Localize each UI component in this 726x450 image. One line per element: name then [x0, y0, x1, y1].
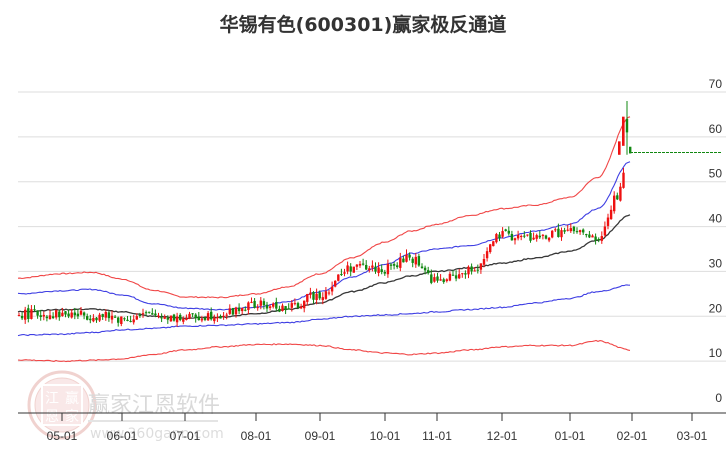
x-tick-label: 09-01 — [305, 429, 336, 443]
y-tick-label: 20 — [709, 301, 723, 315]
upper_inner_band-line — [17, 161, 631, 311]
y-tick-label: 10 — [709, 346, 723, 360]
x-tick-label: 05-01 — [47, 429, 78, 443]
x-tick-label: 03-01 — [677, 429, 708, 443]
upper_outer_band-line — [17, 116, 631, 299]
watermark: 江 赢 恩 家 赢家江恩软件 www.360gann.com — [27, 370, 224, 442]
y-tick-label: 50 — [709, 167, 723, 181]
svg-text:恩: 恩 — [45, 409, 59, 425]
x-axis-ticks: 05-01 06-01 07-01 08-01 09-01 10-01 11-01 12-01… — [47, 413, 708, 443]
y-tick-label: 0 — [715, 391, 722, 405]
channel-lines — [17, 116, 631, 363]
y-axis-labels: 0 10 20 30 40 50 60 70 — [709, 77, 723, 405]
svg-text:赢: 赢 — [65, 390, 79, 407]
y-tick-label: 70 — [709, 77, 723, 91]
chart-title: 华锡有色(600301)赢家极反通道 — [219, 14, 507, 36]
candlesticks — [17, 100, 632, 327]
watermark-brand: 赢家江恩软件 — [88, 393, 220, 418]
middle_line-line — [17, 214, 631, 320]
x-tick-label: 01-01 — [555, 429, 586, 443]
x-tick-label: 06-01 — [107, 429, 138, 443]
x-tick-label: 10-01 — [370, 429, 401, 443]
svg-text:家: 家 — [65, 408, 79, 425]
lower_inner_band-line — [17, 284, 631, 337]
x-tick-label: 02-01 — [617, 429, 648, 443]
x-tick-label: 11-01 — [422, 429, 452, 443]
x-tick-label: 12-01 — [487, 429, 518, 443]
y-tick-label: 60 — [709, 122, 723, 136]
watermark-url: www.360gann.com — [90, 426, 224, 442]
svg-text:江: 江 — [45, 391, 59, 407]
watermark-seal-icon: 江 赢 恩 家 — [27, 370, 97, 440]
y-tick-label: 40 — [709, 212, 723, 226]
lower_outer_band-line — [17, 339, 631, 363]
x-tick-label: 08-01 — [241, 429, 272, 443]
y-tick-label: 30 — [709, 256, 723, 270]
x-tick-label: 07-01 — [170, 429, 201, 443]
